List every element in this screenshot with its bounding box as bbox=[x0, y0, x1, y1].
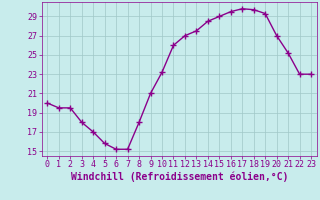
X-axis label: Windchill (Refroidissement éolien,°C): Windchill (Refroidissement éolien,°C) bbox=[70, 172, 288, 182]
